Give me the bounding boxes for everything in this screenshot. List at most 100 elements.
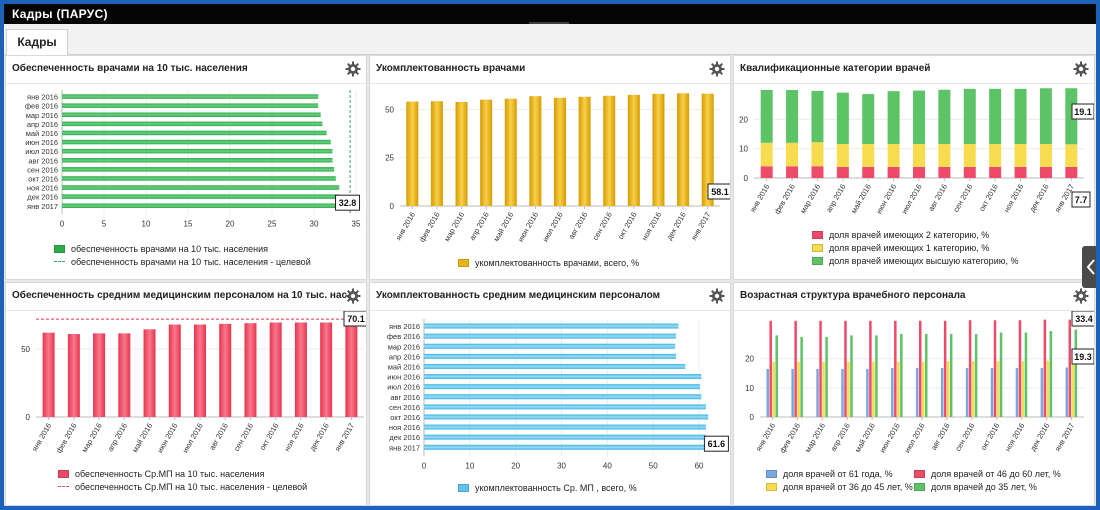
legend-label: доля врачей имеющих 1 категорию, % <box>829 242 990 253</box>
legend: укомплектованность Ср. МП , всего, % <box>458 481 637 494</box>
legend-item[interactable]: доля врачей до 35 лет, % <box>914 480 1084 493</box>
bar <box>194 324 206 417</box>
legend-swatch <box>58 486 69 487</box>
legend-item[interactable]: доля врачей имеющих высшую категорию, % <box>812 254 1018 267</box>
legend-label: укомплектованность Ср. МП , всего, % <box>475 482 637 493</box>
data-tooltip-box <box>1071 191 1091 208</box>
x-tick-label: апр 2016 <box>829 422 852 453</box>
x-tick-label: 40 <box>603 461 612 470</box>
bar-segment <box>862 166 875 178</box>
bar <box>897 361 900 417</box>
legend-item[interactable]: доля врачей от 46 до 60 лет, % <box>914 467 1084 480</box>
bar <box>943 320 947 417</box>
y-tick-label: ноя 2016 <box>389 423 420 432</box>
legend-item[interactable]: обеспеченность Ср.МП на 10 тыс. населени… <box>58 467 307 480</box>
x-tick-label: фев 2016 <box>772 183 796 216</box>
x-tick-label: апр 2016 <box>824 183 847 214</box>
bar <box>480 99 493 206</box>
y-tick-label: фев 2016 <box>387 332 420 341</box>
gear-icon[interactable] <box>709 61 725 77</box>
y-tick-label: 25 <box>385 154 394 163</box>
bar <box>62 203 338 208</box>
gear-icon[interactable] <box>1073 288 1089 304</box>
bar <box>916 368 919 417</box>
bar-segment <box>786 90 799 143</box>
bar <box>62 103 319 108</box>
chart-qualification: 0 10 20 янв 2016 фев 2016 мар 2016 апр 2016 май… <box>739 88 1094 216</box>
panel-nurses-per-10k: Обеспеченность средним медицинским персо… <box>5 282 367 506</box>
y-tick-label: фев 2016 <box>25 102 58 111</box>
gear-icon[interactable] <box>709 288 725 304</box>
bar-segment <box>1039 88 1052 144</box>
legend-swatch <box>766 469 777 478</box>
legend-item[interactable]: обеспеченность врачами на 10 тыс. населе… <box>54 255 311 268</box>
bar <box>816 368 819 417</box>
x-tick-label: 25 <box>268 219 277 228</box>
bar-segment <box>1065 166 1078 178</box>
bar <box>850 335 853 417</box>
legend-item[interactable]: обеспеченность Ср.МП на 10 тыс. населени… <box>58 480 307 493</box>
data-tooltip-box <box>1071 103 1094 120</box>
divider <box>6 310 366 311</box>
bar <box>869 320 872 417</box>
bar-segment <box>1014 166 1027 178</box>
bar-segment <box>862 143 875 167</box>
bar <box>847 361 850 417</box>
bar <box>990 368 994 417</box>
panel-doctors-per-10k: Обеспеченность врачами на 10 тыс. населе… <box>5 55 367 280</box>
y-tick-label: ноя 2016 <box>27 184 58 193</box>
chevron-left-icon <box>1086 259 1095 275</box>
bar <box>62 130 327 136</box>
bar-segment <box>963 88 976 144</box>
data-tooltip-label: 19.1 <box>1074 107 1092 117</box>
gear-icon[interactable] <box>345 61 361 77</box>
data-tooltip-box <box>335 194 361 211</box>
legend-label: обеспеченность Ср.МП на 10 тыс. населени… <box>75 481 308 492</box>
bar-segment <box>1065 88 1078 145</box>
x-tick-label: янв 2016 <box>754 422 777 453</box>
x-tick-label: 30 <box>310 219 319 228</box>
bar <box>1018 320 1022 417</box>
bar <box>578 96 591 206</box>
gear-icon[interactable] <box>1073 61 1089 77</box>
window-title: Кадры (ПАРУС) <box>4 4 1096 24</box>
y-tick-label: янв 2016 <box>389 322 420 331</box>
legend-item[interactable]: обеспеченность врачами на 10 тыс. населе… <box>54 242 311 255</box>
x-tick-label: 10 <box>465 461 474 470</box>
legend-item[interactable]: укомплектованность Ср. МП , всего, % <box>458 481 637 494</box>
bar <box>940 368 944 417</box>
legend-label: доля врачей имеющих высшую категорию, % <box>829 255 1019 266</box>
x-tick-label: ноя 2016 <box>1002 183 1025 214</box>
bar <box>866 368 869 417</box>
bar <box>769 320 772 417</box>
x-tick-label: окт 2016 <box>977 183 1000 213</box>
bar-segment <box>913 143 925 167</box>
bar <box>627 94 640 206</box>
side-panel-toggle[interactable] <box>1082 246 1096 288</box>
data-tooltip-box <box>703 435 729 452</box>
bar <box>922 361 925 417</box>
panel-age-structure: Возрастная структура врачебного персонал… <box>733 282 1095 506</box>
bar <box>875 335 878 417</box>
legend: укомплектованность врачами, всего, % <box>458 256 639 269</box>
data-tooltip-label: 7.7 <box>1075 195 1088 205</box>
y-tick-label: мар 2016 <box>26 111 58 120</box>
tab-kadry[interactable]: Кадры <box>6 29 68 56</box>
gear-icon[interactable] <box>345 288 361 304</box>
y-tick-label: авг 2016 <box>28 156 58 165</box>
legend-item[interactable]: доля врачей имеющих 1 категорию, % <box>812 241 1018 254</box>
y-tick-label: янв 2017 <box>389 443 420 452</box>
bar-segment <box>1039 143 1052 167</box>
x-tick-label: июн 2016 <box>155 422 179 455</box>
legend-item[interactable]: доля врачей от 36 до 45 лет, % <box>766 480 914 493</box>
bar <box>677 93 690 206</box>
legend-item[interactable]: доля врачей имеющих 2 категорию, % <box>812 228 1018 241</box>
legend-item[interactable]: укомплектованность врачами, всего, % <box>458 256 639 269</box>
bar <box>269 322 282 417</box>
x-tick-label: авг 2016 <box>929 422 952 452</box>
legend-item[interactable]: доля врачей от 61 года, % <box>766 467 914 480</box>
x-tick-label: дек 2016 <box>665 211 688 242</box>
y-tick-label: янв 2016 <box>27 93 58 102</box>
panel-title: Обеспеченность средним медицинским персо… <box>12 290 356 301</box>
